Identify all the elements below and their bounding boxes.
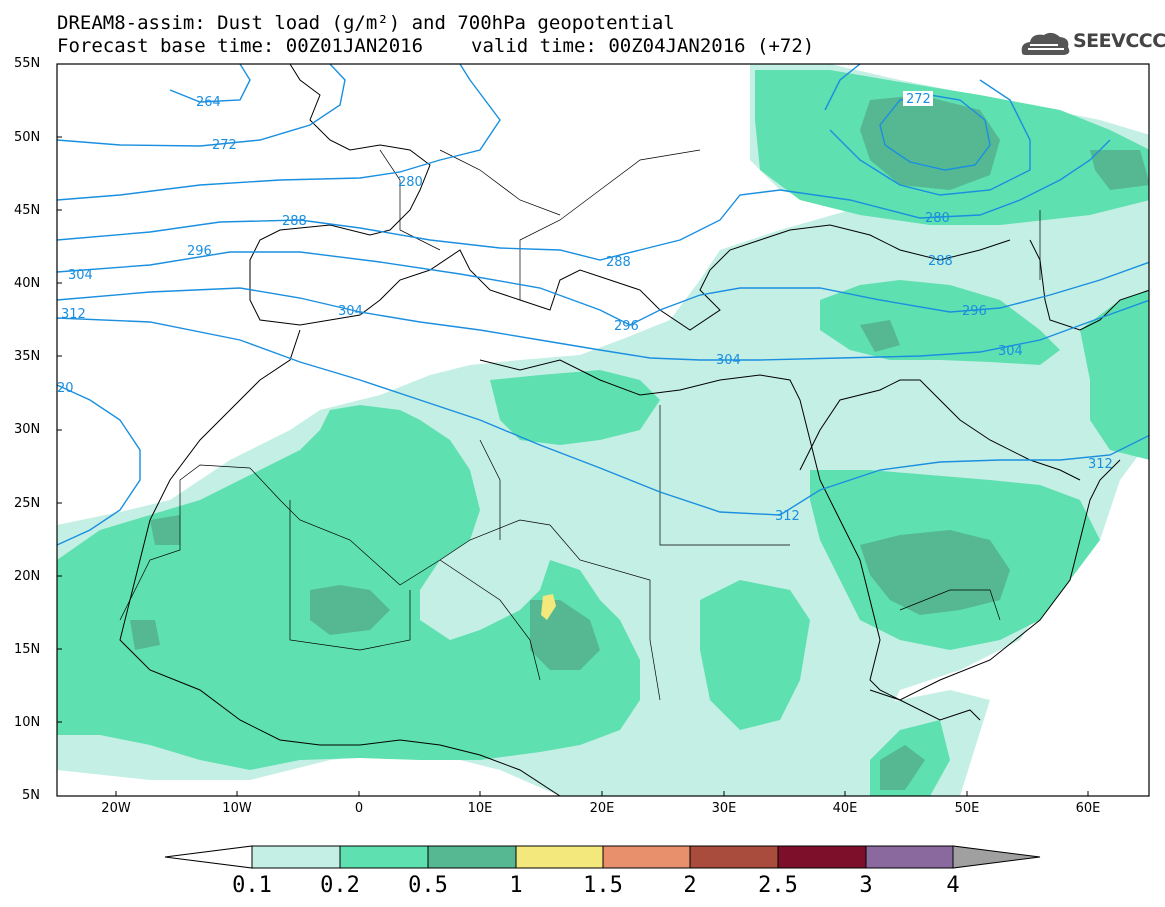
contour-label: 296 <box>962 304 987 319</box>
lon-label: 30E <box>711 801 737 816</box>
base-time: Forecast base time: 00Z01JAN2016 <box>57 35 424 57</box>
lon-label: 10E <box>467 801 493 816</box>
contour-label: 280 <box>398 175 423 190</box>
legend-swatch <box>427 845 517 869</box>
valid-time: valid time: 00Z04JAN2016 (+72) <box>471 35 815 57</box>
lat-label: 40N <box>14 276 41 291</box>
contour-label: 304 <box>338 304 363 319</box>
legend-swatch <box>689 845 779 869</box>
lat-label: 25N <box>14 496 41 511</box>
legend-swatch <box>251 845 341 869</box>
lat-label: 15N <box>14 642 41 657</box>
legend-swatch <box>515 845 604 869</box>
dust-layer-high <box>541 594 556 620</box>
lat-label: 20N <box>14 569 41 584</box>
legend-swatch <box>339 845 429 869</box>
legend-label: 0.1 <box>232 873 272 898</box>
contour-label: 304 <box>68 268 93 283</box>
contour-label: 288 <box>282 214 307 229</box>
contour-label: 288 <box>928 254 953 269</box>
legend-arrow-left <box>164 845 253 869</box>
map-title: DREAM8-assim: Dust load (g/m²) and 700hP… <box>57 12 675 34</box>
lat-label: 55N <box>14 56 41 71</box>
legend-swatch <box>777 845 867 869</box>
lon-label: 60E <box>1075 801 1101 816</box>
legend-label: 4 <box>946 873 960 898</box>
lat-label: 30N <box>14 422 41 437</box>
lon-label: 20W <box>101 801 131 816</box>
lon-label: 10W <box>222 801 252 816</box>
logo-text: SEEVCCC <box>1073 30 1165 52</box>
legend-label: 3 <box>859 873 873 898</box>
geopotential-contours <box>57 64 1149 546</box>
lon-label: 20E <box>589 801 615 816</box>
lat-label: 10N <box>14 715 41 730</box>
legend-label: 2 <box>683 873 697 898</box>
contour-label: 312 <box>775 509 800 524</box>
contour-label: 272 <box>906 92 931 107</box>
legend-label: 1.5 <box>583 873 623 898</box>
lon-label: 0 <box>354 801 364 816</box>
contour-label: 288 <box>606 255 631 270</box>
lat-label: 35N <box>14 349 41 364</box>
contour-label: 264 <box>196 95 221 110</box>
lat-label: 5N <box>22 788 40 803</box>
contour-label: 312 <box>61 307 86 322</box>
lon-label: 40E <box>832 801 858 816</box>
legend-swatch <box>602 845 691 869</box>
contour-labels: 264 272 280 288 296 304 312 20 304 288 2… <box>57 91 1113 524</box>
contour-label: 20 <box>57 381 74 396</box>
country-borders <box>119 149 1041 701</box>
lat-label: 45N <box>14 203 41 218</box>
lon-label: 50E <box>954 801 980 816</box>
legend-colorbar <box>164 845 1041 869</box>
tick-marks <box>57 136 1089 796</box>
legend-swatch <box>865 845 954 869</box>
coastlines <box>119 64 1149 796</box>
map-subtitle: Forecast base time: 00Z01JAN2016 valid ti… <box>57 36 814 56</box>
contour-label: 304 <box>998 344 1023 359</box>
contour-label: 272 <box>212 138 237 153</box>
contour-label: 280 <box>925 211 950 226</box>
lat-label: 50N <box>14 130 41 145</box>
cloud-icon <box>1021 32 1070 55</box>
legend-label: 0.2 <box>320 873 360 898</box>
legend-label: 2.5 <box>758 873 798 898</box>
contour-label: 304 <box>716 353 741 368</box>
legend-arrow-right <box>952 845 1041 869</box>
legend-label: 0.5 <box>408 873 448 898</box>
contour-label: 296 <box>187 244 212 259</box>
legend-label: 1 <box>509 873 523 898</box>
contour-label: 296 <box>614 319 639 334</box>
contour-label: 312 <box>1088 457 1113 472</box>
